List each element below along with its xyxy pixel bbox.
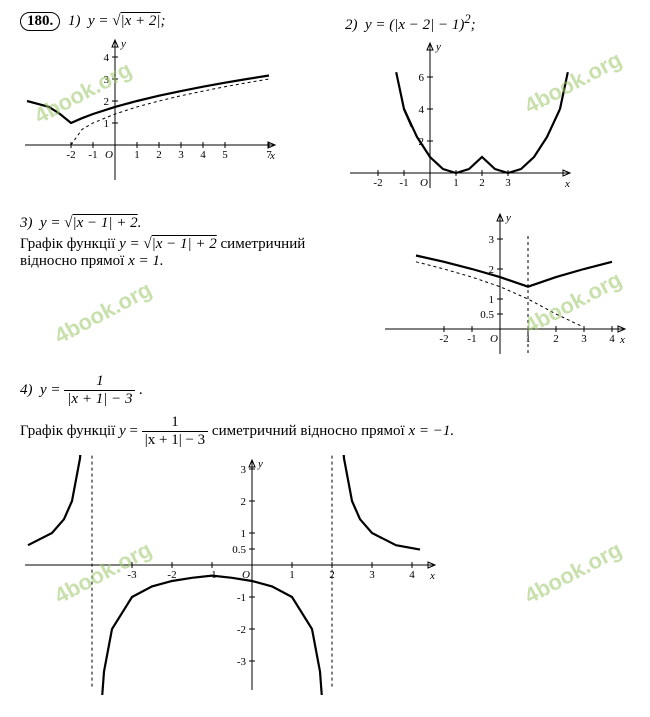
svg-text:y: y — [505, 212, 511, 224]
svg-text:3: 3 — [178, 149, 184, 161]
svg-text:O: O — [490, 333, 498, 345]
p4-symline: x = −1. — [408, 423, 454, 439]
p4-eq-post: . — [139, 382, 143, 398]
svg-text:3: 3 — [104, 74, 110, 86]
svg-text:4: 4 — [200, 149, 206, 161]
p4-text-a: Графік функції — [20, 423, 119, 439]
svg-text:-2: -2 — [66, 149, 75, 161]
p4-frac-d: |x + 1| − 3 — [64, 391, 135, 408]
p3-text-a: Графік функції — [20, 236, 119, 252]
svg-text:-2: -2 — [373, 177, 382, 189]
p4-frac-inline: 1|x + 1| − 3 — [142, 414, 208, 449]
svg-text:y: y — [120, 38, 126, 50]
svg-text:-3: -3 — [127, 569, 137, 581]
problem-1: 180. 1) y = √|x + 2|; -2-11234571234Oxy — [20, 12, 305, 193]
svg-text:-3: -3 — [237, 656, 247, 668]
svg-text:4: 4 — [419, 104, 425, 116]
svg-text:-1: -1 — [467, 333, 476, 345]
svg-text:-2: -2 — [237, 624, 246, 636]
p3-eq-rad: |x − 1| + 2 — [73, 215, 138, 231]
svg-text:3: 3 — [581, 333, 587, 345]
svg-text:2: 2 — [241, 496, 247, 508]
svg-text:-1: -1 — [88, 149, 97, 161]
p4-frac: 1|x + 1| − 3 — [64, 373, 135, 408]
p2-label: 2) — [345, 17, 358, 33]
p4-text-b: симетричний відносно прямої — [212, 423, 409, 439]
svg-text:O: O — [105, 149, 113, 161]
svg-text:3: 3 — [241, 464, 247, 476]
p3-eq-pre: y = √ — [40, 215, 73, 231]
svg-text:3: 3 — [489, 234, 495, 246]
svg-text:3: 3 — [369, 569, 375, 581]
problem-3: 3) y = √|x − 1| + 2. Графік функції y = … — [20, 209, 630, 359]
svg-text:0.5: 0.5 — [232, 544, 246, 556]
svg-text:-2: -2 — [439, 333, 448, 345]
eq-4: 4) y = 1|x + 1| − 3 . — [20, 373, 630, 408]
svg-text:4: 4 — [409, 569, 415, 581]
svg-text:4: 4 — [104, 52, 110, 64]
svg-text:6: 6 — [419, 72, 425, 84]
svg-text:1: 1 — [104, 118, 110, 130]
svg-text:y: y — [435, 41, 441, 53]
p3-label: 3) — [20, 215, 33, 231]
svg-text:y: y — [257, 458, 263, 470]
problem-number: 180. — [20, 12, 60, 31]
svg-text:1: 1 — [489, 294, 495, 306]
p3-eq-post: . — [138, 215, 142, 231]
svg-text:2: 2 — [104, 96, 110, 108]
svg-text:x: x — [619, 334, 625, 346]
svg-text:0.5: 0.5 — [480, 309, 494, 321]
chart-1: -2-11234571234Oxy — [20, 35, 305, 185]
p3-inline-eq: y = √|x − 1| + 2 — [119, 236, 217, 252]
chart-2: -2-1123246Oxy — [345, 38, 630, 193]
svg-text:1: 1 — [453, 177, 459, 189]
svg-text:4: 4 — [609, 333, 615, 345]
p3-line1: Графік функції y = √|x − 1| + 2 симетрич… — [20, 236, 368, 253]
p2-eq-post: ; — [471, 17, 476, 33]
chart-4: -3-2-11234-3-2-10.5123Oxy — [20, 455, 630, 695]
svg-text:-1: -1 — [237, 592, 246, 604]
svg-text:x: x — [269, 150, 275, 162]
problem-3-text: 3) y = √|x − 1| + 2. Графік функції y = … — [20, 209, 368, 270]
p4-label: 4) — [20, 382, 33, 398]
svg-text:-1: -1 — [399, 177, 408, 189]
svg-text:1: 1 — [241, 528, 247, 540]
svg-text:-2: -2 — [167, 569, 176, 581]
svg-text:1: 1 — [289, 569, 295, 581]
p3-text-c: відносно прямої — [20, 253, 128, 269]
p4-line: Графік функції y = 1|x + 1| − 3 симетрич… — [20, 414, 630, 449]
svg-text:3: 3 — [505, 177, 511, 189]
eq-3: 3) y = √|x − 1| + 2. — [20, 215, 368, 232]
eq-2: 2) y = (|x − 2| − 1)2; — [345, 12, 630, 34]
p2-eq-pre: y = (|x − 2| − 1) — [365, 17, 464, 33]
p1-label: 1) — [68, 13, 81, 29]
p1-eq-rad: |x + 2| — [121, 13, 161, 29]
p3-line2: відносно прямої x = 1. — [20, 253, 368, 270]
chart-3: -2-112340.5123Oxy — [380, 209, 630, 359]
svg-text:5: 5 — [222, 149, 228, 161]
p1-eq-post: ; — [161, 13, 166, 29]
row-problems-1-2: 180. 1) y = √|x + 2|; -2-11234571234Oxy … — [20, 12, 630, 193]
p3-symline: x = 1. — [128, 253, 164, 269]
eq-1: 180. 1) y = √|x + 2|; — [20, 12, 305, 31]
svg-text:x: x — [429, 570, 435, 582]
svg-text:1: 1 — [134, 149, 140, 161]
problem-4: 4) y = 1|x + 1| − 3 . Графік функції y =… — [20, 373, 630, 695]
p4-frac-n: 1 — [64, 373, 135, 391]
p1-eq-pre: y = √ — [88, 13, 121, 29]
svg-text:x: x — [564, 178, 570, 190]
svg-text:2: 2 — [479, 177, 485, 189]
svg-text:O: O — [420, 177, 428, 189]
problem-2: 2) y = (|x − 2| − 1)2; -2-1123246Oxy — [345, 12, 630, 193]
p3-text-b: симетричний — [221, 236, 306, 252]
svg-text:2: 2 — [553, 333, 559, 345]
svg-text:2: 2 — [156, 149, 162, 161]
